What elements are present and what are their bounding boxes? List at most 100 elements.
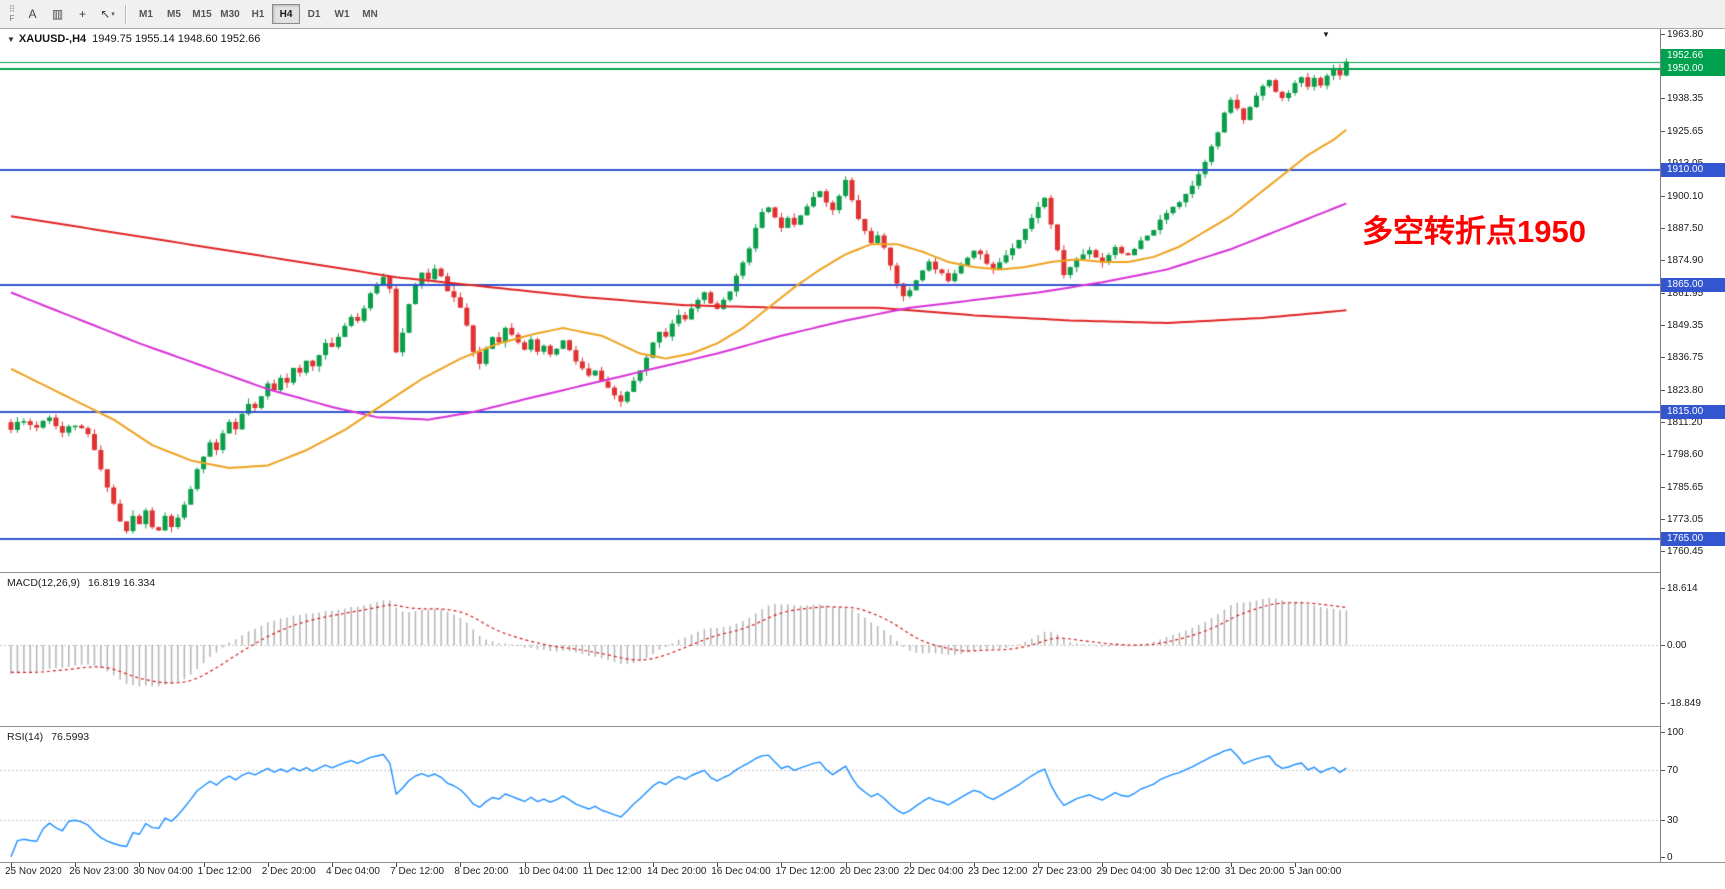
panel-separator[interactable]: [0, 572, 1725, 573]
timeframe-button-h1[interactable]: H1: [244, 4, 272, 24]
time-tick: [139, 863, 141, 867]
price-axis-label: 1773.05: [1667, 513, 1704, 525]
price-chart-canvas[interactable]: [0, 29, 1660, 572]
time-tick: [588, 863, 590, 867]
timeframe-button-m30[interactable]: M30: [216, 4, 244, 24]
draw-cursor-icon: ↖: [100, 7, 111, 21]
chart-shift-marker-icon[interactable]: ▼: [1322, 30, 1330, 39]
time-axis-label: 17 Dec 12:00: [775, 866, 835, 877]
hline-price-tag: 1765.00: [1661, 532, 1725, 547]
axis-tick: [1661, 227, 1665, 229]
price-axis-label: 1963.80: [1667, 28, 1704, 40]
chart-title: ▼ XAUUSD-,H4 1949.75 1955.14 1948.60 1952.…: [7, 33, 260, 45]
axis-tick: [1661, 518, 1665, 520]
axis-tick: [1661, 857, 1665, 858]
toolbar-handle[interactable]: ⠿ F: [4, 3, 20, 25]
hline-price-tag: 1865.00: [1661, 277, 1725, 292]
toolbar-f-label: F: [9, 14, 15, 23]
axis-tick: [1661, 819, 1665, 821]
time-tick: [203, 863, 205, 867]
time-axis-label: 30 Dec 12:00: [1160, 866, 1221, 877]
axis-tick: [1661, 324, 1665, 326]
price-axis-label: 1900.10: [1667, 190, 1704, 202]
time-axis-label: 10 Dec 04:00: [518, 866, 579, 877]
timeframe-button-m5[interactable]: M5: [160, 4, 188, 24]
axis-tick: [1661, 769, 1665, 771]
time-axis-label: 20 Dec 23:00: [839, 866, 900, 877]
timeframe-button-w1[interactable]: W1: [328, 4, 356, 24]
timeframe-button-m15[interactable]: M15: [188, 4, 216, 24]
rsi-canvas[interactable]: [0, 727, 1660, 862]
macd-name: MACD(12,26,9): [7, 577, 80, 589]
hline-price-tag: 1815.00: [1661, 405, 1725, 420]
time-axis-label: 8 Dec 20:00: [454, 866, 509, 877]
price-axis-label: 1811.20: [1667, 416, 1703, 428]
timeframe-button-d1[interactable]: D1: [300, 4, 328, 24]
panel-separator[interactable]: [0, 862, 1725, 863]
time-axis-label: 2 Dec 20:00: [261, 866, 316, 877]
text-tool-button[interactable]: A: [20, 3, 45, 25]
time-axis-label: 16 Dec 04:00: [711, 866, 771, 877]
time-axis[interactable]: 25 Nov 2020 26 Nov 23:00 30 Nov 04:00 1 Dec…: [0, 863, 1725, 889]
toolbar-separator: [125, 4, 127, 24]
axis-tick: [1661, 292, 1665, 294]
time-tick: [781, 863, 783, 867]
price-axis-label: -18.849: [1667, 698, 1701, 709]
time-tick: [717, 863, 719, 867]
axis-tick: [1661, 356, 1665, 358]
price-axis[interactable]: 1963.80 1938.35 1925.65 1913.05 1900.10 1887.…: [1660, 28, 1725, 863]
time-axis-label: 30 Nov 04:00: [133, 866, 193, 877]
price-axis-label: 1823.80: [1667, 384, 1704, 396]
time-axis-label: 25 Nov 2020: [5, 866, 62, 877]
axis-tick: [1661, 33, 1665, 35]
price-axis-label: 1760.45: [1667, 545, 1704, 557]
draw-tool-button[interactable]: ↖ ▾: [95, 3, 120, 25]
chart-title-ohlc: 1949.75 1955.14 1948.60 1952.66: [92, 33, 261, 45]
price-axis-label: 1938.35: [1667, 93, 1704, 105]
timeframe-button-mn[interactable]: MN: [356, 4, 384, 24]
chart-annotation-text[interactable]: 多空转折点1950: [1362, 214, 1586, 249]
time-tick: [267, 863, 269, 867]
crosshair-tool-button[interactable]: +: [70, 3, 95, 25]
time-tick: [1166, 863, 1168, 867]
price-axis-label: 30: [1667, 814, 1679, 826]
time-tick: [11, 863, 12, 867]
rsi-value: 76.5993: [51, 731, 90, 743]
chart-title-symbol: XAUUSD-,H4: [18, 33, 87, 45]
time-axis-label: 23 Dec 12:00: [968, 866, 1028, 877]
time-axis-label: 14 Dec 20:00: [647, 866, 707, 877]
time-axis-label: 29 Dec 04:00: [1096, 866, 1156, 877]
macd-label: MACD(12,26,9) 16.819 16.334: [7, 577, 155, 589]
time-tick: [332, 863, 333, 867]
symbol-dropdown-icon[interactable]: ▼: [7, 35, 15, 44]
hline-price-tag: 1910.00: [1661, 163, 1725, 178]
axis-tick: [1661, 389, 1665, 391]
price-axis-label: 1861.95: [1667, 287, 1704, 299]
panel-separator[interactable]: [0, 726, 1725, 727]
axis-tick: [1661, 259, 1665, 261]
time-axis-label: 5 Jan 00:00: [1289, 866, 1342, 877]
rsi-name: RSI(14): [7, 731, 44, 743]
macd-canvas[interactable]: [0, 573, 1660, 726]
time-axis-label: 7 Dec 12:00: [390, 866, 445, 877]
time-tick: [460, 863, 462, 867]
bid-price-tag: 1952.66: [1661, 48, 1725, 63]
macd-values: 16.819 16.334: [87, 577, 156, 589]
chart-window-tool-button[interactable]: ▥: [45, 3, 70, 25]
hline-price-tag: 1950.00: [1661, 61, 1725, 76]
price-axis-label: 70: [1667, 764, 1679, 776]
time-tick: [75, 863, 77, 867]
timeframe-button-m1[interactable]: M1: [132, 4, 160, 24]
axis-tick: [1661, 732, 1665, 733]
time-tick: [1038, 863, 1040, 867]
timeframe-button-h4[interactable]: H4: [272, 4, 300, 24]
axis-tick: [1661, 162, 1665, 164]
time-tick: [845, 863, 847, 867]
axis-tick: [1661, 486, 1665, 488]
price-axis-label: 1849.35: [1667, 319, 1704, 331]
price-axis-label: 1925.65: [1667, 125, 1704, 137]
time-tick: [524, 863, 526, 867]
chart-window-icon: ▥: [51, 7, 64, 21]
price-axis-label: 1913.05: [1667, 158, 1703, 169]
